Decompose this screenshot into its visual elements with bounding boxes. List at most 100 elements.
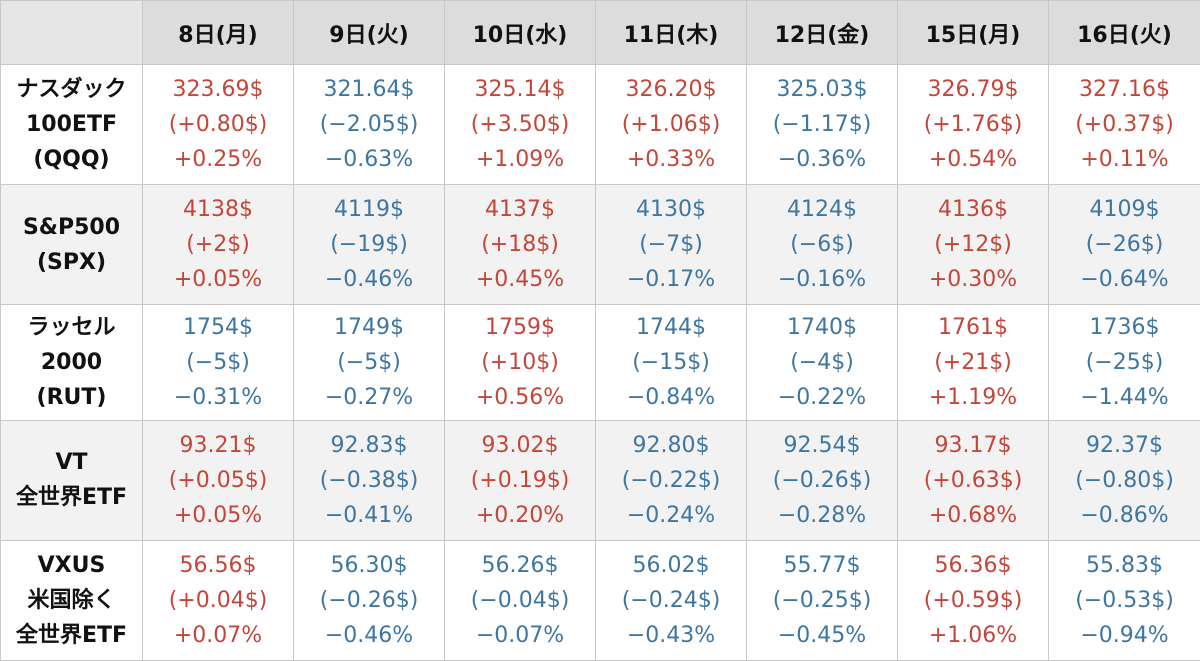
price-cell: 327.16$ (+0.37$) +0.11% xyxy=(1048,64,1200,185)
percent-change: +0.11% xyxy=(1080,147,1169,172)
price-change: (+3.50$) xyxy=(470,112,570,137)
price-cell: 323.69$ (+0.80$) +0.25% xyxy=(142,64,294,185)
price-value: 325.14$ xyxy=(474,77,566,102)
price-cell: 55.83$ (−0.53$) −0.94% xyxy=(1048,539,1200,661)
row-label-line: S&P500 xyxy=(22,214,121,240)
price-change: (−15$) xyxy=(632,349,710,375)
percent-change: +1.19% xyxy=(928,384,1018,410)
column-header: 11日(木) xyxy=(595,0,747,65)
percent-change: −0.27% xyxy=(324,384,414,410)
percent-change: −0.46% xyxy=(324,267,414,292)
percent-change: −0.94% xyxy=(1080,622,1169,648)
percent-change: +0.56% xyxy=(475,384,565,410)
price-value: 326.79$ xyxy=(927,77,1019,102)
price-change: (−5$) xyxy=(186,349,250,375)
price-change: (−0.26$) xyxy=(319,587,419,613)
row-label-line: 米国除く xyxy=(27,587,116,613)
column-header: 15日(月) xyxy=(897,0,1049,65)
price-cell: 4119$ (−19$) −0.46% xyxy=(293,184,445,305)
percent-change: −0.31% xyxy=(173,384,263,410)
percent-change: +0.30% xyxy=(928,267,1018,292)
row-label-line: 2000 xyxy=(40,349,103,375)
header-row: 8日(月) 9日(火) 10日(水) 11日(木) 12日(金) 15日(月) … xyxy=(0,0,1200,65)
price-cell: 4124$ (−6$) −0.16% xyxy=(746,184,898,305)
percent-change: −0.24% xyxy=(626,502,716,528)
percent-change: +0.05% xyxy=(173,267,263,292)
percent-change: −0.41% xyxy=(324,502,414,528)
price-cell: 321.64$ (−2.05$) −0.63% xyxy=(293,64,445,185)
price-cell: 56.56$ (+0.04$) +0.07% xyxy=(142,539,294,661)
price-value: 1754$ xyxy=(183,314,253,340)
price-value: 326.20$ xyxy=(625,77,717,102)
price-value: 1736$ xyxy=(1089,314,1160,340)
percent-change: +0.54% xyxy=(928,147,1018,172)
price-value: 4119$ xyxy=(334,197,404,222)
column-header: 9日(火) xyxy=(293,0,445,65)
price-cell: 92.80$ (−0.22$) −0.24% xyxy=(595,419,747,541)
price-change: (−0.25$) xyxy=(772,587,872,613)
price-change: (−6$) xyxy=(790,232,854,257)
price-cell: 1744$ (−15$) −0.84% xyxy=(595,304,747,421)
price-change: (−7$) xyxy=(639,232,703,257)
price-change: (+0.63$) xyxy=(923,467,1023,493)
percent-change: +0.05% xyxy=(173,502,263,528)
row-label-line: 全世界ETF xyxy=(15,622,128,648)
price-value: 4124$ xyxy=(787,197,857,222)
price-value: 56.26$ xyxy=(481,552,559,578)
price-change: (−0.26$) xyxy=(772,467,872,493)
price-value: 56.30$ xyxy=(330,552,408,578)
percent-change: −0.86% xyxy=(1080,502,1169,528)
row-label-line: 全世界ETF xyxy=(15,485,128,511)
price-value: 56.56$ xyxy=(179,552,257,578)
price-change: (−0.24$) xyxy=(621,587,721,613)
table-row: VT 全世界ETF 93.21$ (+0.05$) +0.05% 92.83$ (−0.38… xyxy=(0,419,1200,541)
row-label: ラッセル 2000 (RUT) xyxy=(0,304,143,421)
price-value: 4109$ xyxy=(1089,197,1160,222)
price-value: 56.02$ xyxy=(632,552,710,578)
price-cell: 55.77$ (−0.25$) −0.45% xyxy=(746,539,898,661)
percent-change: −1.44% xyxy=(1080,384,1169,410)
table-row: ナスダック 100ETF (QQQ) 323.69$ (+0.80$) +0.25% 321… xyxy=(0,64,1200,185)
row-label-line: ラッセル xyxy=(27,314,116,340)
price-cell: 4138$ (+2$) +0.05% xyxy=(142,184,294,305)
percent-change: −0.84% xyxy=(626,384,716,410)
price-value: 4137$ xyxy=(485,197,555,222)
price-change: (+18$) xyxy=(481,232,559,257)
price-cell: 4136$ (+12$) +0.30% xyxy=(897,184,1049,305)
price-value: 92.54$ xyxy=(783,432,861,458)
price-cell: 1749$ (−5$) −0.27% xyxy=(293,304,445,421)
price-change: (+0.05$) xyxy=(168,467,268,493)
price-cell: 4130$ (−7$) −0.17% xyxy=(595,184,747,305)
percent-change: +0.45% xyxy=(475,267,565,292)
price-cell: 1761$ (+21$) +1.19% xyxy=(897,304,1049,421)
price-value: 55.83$ xyxy=(1086,552,1163,578)
column-header: 16日(火) xyxy=(1048,0,1200,65)
row-label-line: (RUT) xyxy=(36,384,107,410)
row-label-line: (QQQ) xyxy=(33,147,110,172)
price-value: 1744$ xyxy=(636,314,706,340)
price-change: (−19$) xyxy=(330,232,408,257)
percent-change: −0.16% xyxy=(777,267,867,292)
price-value: 4136$ xyxy=(938,197,1008,222)
price-value: 1761$ xyxy=(938,314,1008,340)
price-change: (−26$) xyxy=(1085,232,1164,257)
row-label: VXUS 米国除く全世界ETF xyxy=(0,539,143,661)
price-value: 323.69$ xyxy=(172,77,264,102)
price-cell: 56.30$ (−0.26$) −0.46% xyxy=(293,539,445,661)
price-change: (+0.80$) xyxy=(168,112,268,137)
row-label-line: VXUS xyxy=(37,552,106,578)
percent-change: +1.09% xyxy=(475,147,565,172)
corner-cell xyxy=(0,0,143,65)
price-cell: 4137$ (+18$) +0.45% xyxy=(444,184,596,305)
price-value: 55.77$ xyxy=(783,552,861,578)
price-value: 321.64$ xyxy=(323,77,415,102)
price-change: (+0.59$) xyxy=(923,587,1023,613)
price-change: (−4$) xyxy=(790,349,854,375)
price-value: 325.03$ xyxy=(776,77,868,102)
price-value: 92.83$ xyxy=(330,432,408,458)
row-label: VT 全世界ETF xyxy=(0,419,143,541)
row-label-line: ナスダック xyxy=(16,77,127,102)
price-cell: 326.79$ (+1.76$) +0.54% xyxy=(897,64,1049,185)
price-cell: 56.36$ (+0.59$) +1.06% xyxy=(897,539,1049,661)
